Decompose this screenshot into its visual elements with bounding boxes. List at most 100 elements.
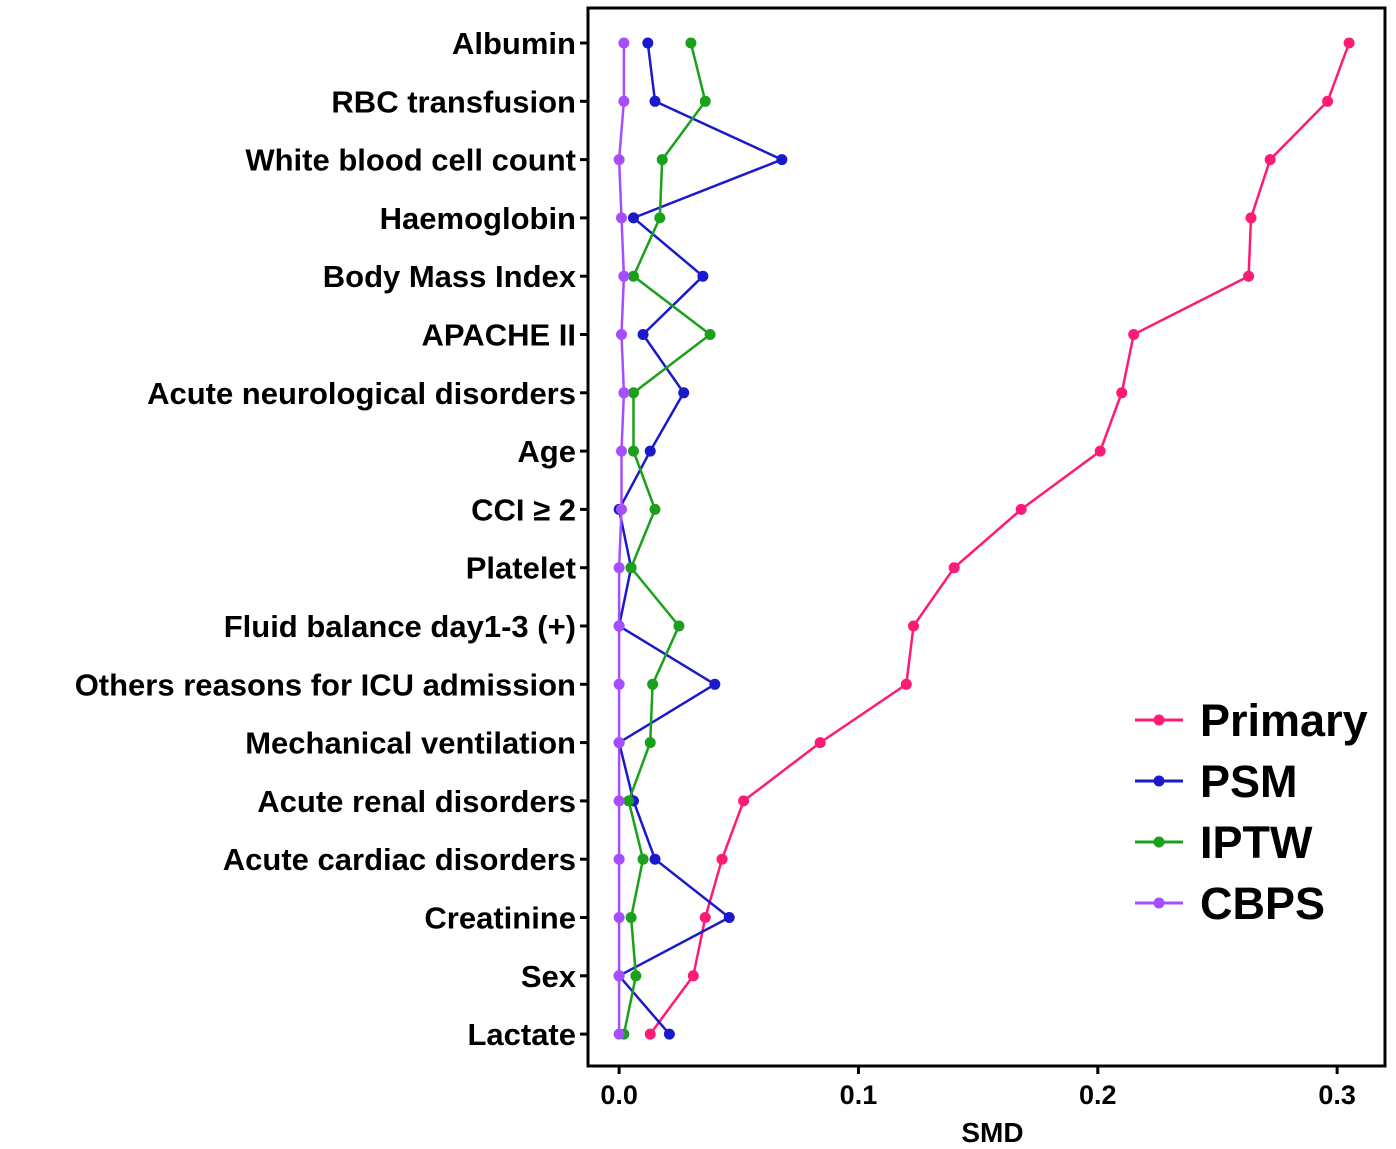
y-tick-label-platelet: Platelet (466, 551, 576, 586)
point-primary-sex (687, 970, 699, 982)
point-primary-acute-cardiac-disorders (716, 853, 728, 865)
legend-item-psm: PSM (1135, 756, 1298, 807)
point-primary-albumin (1343, 37, 1355, 49)
series-line-cbps (617, 43, 626, 1035)
y-tick-label-creatinine: Creatinine (424, 901, 576, 936)
point-iptw-age (627, 445, 639, 457)
point-primary-apache-ii (1128, 329, 1140, 340)
y-tick-label-mechanical-ventilation: Mechanical ventilation (245, 726, 576, 761)
point-iptw-acute-cardiac-disorders (637, 853, 649, 865)
point-cbps-haemoglobin (616, 212, 628, 224)
point-primary-age (1094, 445, 1106, 457)
point-iptw-rbc-transfusion (699, 95, 711, 107)
point-iptw-cci-2 (649, 503, 661, 515)
point-primary-others-reasons-for-icu-admission (900, 678, 912, 690)
series-line-iptw (622, 42, 712, 1035)
point-cbps-cci-2 (616, 503, 628, 515)
series-line-psm (617, 42, 784, 1035)
series-line-primary (649, 42, 1351, 1035)
point-cbps-age (616, 445, 628, 457)
y-tick-label-sex: Sex (521, 959, 577, 994)
point-psm-body-mass-index (697, 270, 709, 282)
point-primary-cci-2 (1015, 503, 1027, 515)
point-iptw-mechanical-ventilation (644, 737, 656, 749)
y-tick-label-acute-neurological-disorders: Acute neurological disorders (147, 376, 576, 411)
y-tick-label-fluid-balance-day1-3: Fluid balance day1-3 (+) (224, 609, 576, 644)
point-iptw-body-mass-index (627, 270, 639, 282)
point-cbps-white-blood-cell-count (613, 154, 625, 166)
point-cbps-albumin (618, 37, 630, 49)
y-tick-label-age: Age (517, 434, 576, 469)
legend-item-iptw: IPTW (1135, 817, 1313, 868)
y-tick-label-haemoglobin: Haemoglobin (380, 201, 576, 236)
point-primary-acute-neurological-disorders (1116, 387, 1128, 399)
y-tick-label-body-mass-index: Body Mass Index (323, 259, 577, 294)
series-iptw (618, 37, 716, 1040)
point-iptw-acute-neurological-disorders (627, 387, 639, 399)
point-primary-creatinine (699, 912, 711, 923)
legend-item-cbps: CBPS (1135, 878, 1325, 929)
point-cbps-others-reasons-for-icu-admission (613, 678, 625, 690)
point-primary-white-blood-cell-count (1264, 154, 1276, 166)
x-tick-label-0-0: 0.0 (600, 1080, 638, 1110)
x-axis-title: SMD (961, 1117, 1023, 1148)
point-primary-haemoglobin (1245, 212, 1257, 224)
y-tick-label-rbc-transfusion: RBC transfusion (331, 84, 576, 119)
plot-frame (586, 6, 1387, 1068)
legend-swatch-point (1153, 836, 1165, 848)
point-cbps-rbc-transfusion (618, 95, 630, 107)
point-primary-acute-renal-disorders (738, 795, 750, 807)
point-cbps-platelet (613, 562, 625, 574)
point-primary-platelet (948, 562, 960, 574)
x-tick-label-0-1: 0.1 (840, 1080, 878, 1110)
series-primary (644, 37, 1355, 1040)
point-psm-lactate (663, 1028, 675, 1040)
legend-label: CBPS (1200, 878, 1325, 929)
point-psm-albumin (642, 37, 654, 49)
point-iptw-apache-ii (704, 329, 716, 340)
point-cbps-creatinine (613, 912, 625, 923)
point-psm-acute-neurological-disorders (678, 387, 690, 399)
point-iptw-others-reasons-for-icu-admission (647, 678, 659, 690)
point-psm-acute-cardiac-disorders (649, 853, 661, 865)
legend-swatch-point (1153, 775, 1165, 787)
legend-label: IPTW (1200, 817, 1313, 868)
point-primary-fluid-balance-day1-3 (908, 620, 920, 632)
point-cbps-mechanical-ventilation (613, 737, 625, 749)
series-cbps (613, 37, 630, 1040)
legend-swatch-point (1153, 714, 1165, 726)
point-primary-body-mass-index (1243, 270, 1255, 282)
point-iptw-sex (630, 970, 642, 982)
y-tick-label-acute-cardiac-disorders: Acute cardiac disorders (223, 842, 576, 877)
point-primary-mechanical-ventilation (814, 737, 826, 749)
point-cbps-acute-neurological-disorders (618, 387, 630, 399)
point-cbps-acute-cardiac-disorders (613, 853, 625, 865)
point-primary-rbc-transfusion (1322, 95, 1334, 107)
y-tick-label-albumin: Albumin (452, 26, 576, 61)
y-tick-label-apache-ii: APACHE II (422, 318, 576, 353)
point-cbps-apache-ii (616, 329, 628, 340)
point-psm-apache-ii (637, 329, 649, 340)
y-tick-label-acute-renal-disorders: Acute renal disorders (257, 784, 576, 819)
point-psm-haemoglobin (627, 212, 639, 224)
point-iptw-haemoglobin (654, 212, 666, 224)
legend-item-primary: Primary (1135, 695, 1368, 746)
legend-swatch-point (1153, 897, 1165, 909)
series-layer (613, 37, 1355, 1040)
point-primary-lactate (644, 1028, 656, 1040)
point-cbps-fluid-balance-day1-3 (613, 620, 625, 632)
point-iptw-albumin (685, 37, 697, 49)
legend: Primary PSM IPTW CBPS (1135, 695, 1368, 929)
y-tick-label-cci-2: CCI ≥ 2 (471, 492, 576, 527)
point-psm-others-reasons-for-icu-admission (709, 678, 721, 690)
y-tick-label-white-blood-cell-count: White blood cell count (245, 143, 576, 178)
legend-label: Primary (1200, 695, 1368, 746)
y-tick-label-others-reasons-for-icu-admission: Others reasons for ICU admission (75, 667, 576, 702)
y-tick-label-lactate: Lactate (467, 1017, 576, 1052)
point-cbps-lactate (613, 1028, 625, 1040)
point-iptw-creatinine (625, 912, 637, 923)
point-psm-rbc-transfusion (649, 95, 661, 107)
point-cbps-body-mass-index (618, 270, 630, 282)
